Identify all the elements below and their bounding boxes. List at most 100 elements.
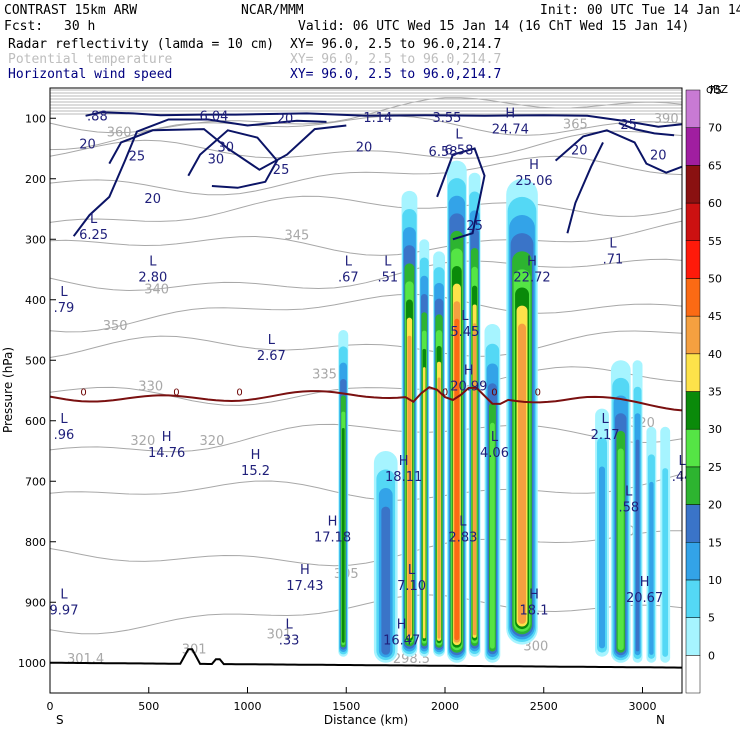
low-marker: L: [149, 255, 157, 270]
reflectivity-level: [473, 323, 477, 636]
wind-contour-line: [72, 118, 327, 237]
theta-contour-line: [49, 293, 683, 333]
extremum-marker: H18.1: [520, 587, 549, 618]
extremum-value: 18.11: [385, 470, 422, 485]
colorbar-swatch: [685, 315, 701, 355]
extremum-marker: L4.06: [480, 430, 509, 461]
theta-contour-line: [49, 366, 683, 406]
theta-contour-label: 345: [284, 228, 309, 243]
wind-contours: .88 6.04 20 1.14 3.55 20 25 30 25 30 20 6.58 20 25 20 2…: [72, 110, 683, 241]
reflectivity-column: [468, 172, 481, 657]
theta-contour-line: [49, 220, 683, 256]
low-marker: L: [408, 563, 416, 578]
colorbar-swatch: [685, 542, 701, 581]
freezing-level-label: 0: [535, 388, 541, 399]
wind-contour-label: 1.14: [363, 111, 392, 126]
wind-contour-line: [108, 124, 347, 171]
low-marker: L: [60, 412, 68, 427]
low-marker: L: [459, 515, 467, 530]
extremum-marker: L.96: [54, 412, 75, 443]
theta-contour-label: 301: [267, 628, 292, 643]
y-tick-label: 300: [25, 233, 46, 246]
theta-contour-label: 320: [130, 434, 155, 449]
extremum-value: 18.1: [520, 603, 549, 618]
wind-contour-label: 20: [571, 144, 588, 159]
reflectivity-column: [646, 426, 657, 663]
theta-contour-label: 330: [138, 380, 163, 395]
freezing-level-label: 0: [442, 388, 448, 399]
theta-contour-line: [49, 330, 683, 358]
extremum-value: 20.99: [450, 379, 487, 394]
extremum-value: .58: [618, 500, 639, 515]
reflectivity-column: [660, 426, 671, 663]
terrain-line: [50, 648, 682, 669]
y-tick-label: 700: [25, 475, 46, 488]
y-axis-label: Pressure (hPa): [1, 347, 15, 433]
y-tick-label: 100: [25, 112, 46, 125]
reflectivity-level: [518, 323, 527, 624]
theta-contours: 360 350 345 340 335 330 320 320 301.4 301 301 298.5…: [49, 89, 683, 667]
reflectivity-level: [635, 439, 640, 652]
theta-contour-label: 320: [200, 434, 225, 449]
extremum-value: 2.80: [138, 271, 167, 286]
extremum-marker: H14.76: [148, 430, 185, 461]
wind-contour-line: [85, 111, 683, 128]
x-axis-label: Distance (km): [324, 713, 408, 727]
extremum-marker: L6.58: [444, 128, 473, 159]
extremum-value: 6.58: [444, 144, 473, 159]
extremum-value: 24.74: [492, 122, 529, 137]
low-marker: L: [345, 255, 353, 270]
colorbar-swatch: [685, 165, 701, 204]
wind-contour-label: 6.58: [429, 145, 458, 160]
freezing-level: 0 0 0 0 0 0: [49, 386, 683, 412]
field2-xy: XY= 96.0, 2.5 to 96.0,214.7: [290, 52, 501, 67]
high-marker: H: [251, 448, 261, 463]
high-marker: H: [162, 430, 172, 445]
reflectivity-level: [381, 506, 391, 655]
wind-contour-label: 30: [208, 153, 225, 168]
y-tick-label: 200: [25, 173, 46, 186]
colorbar-swatch: [685, 391, 701, 430]
low-marker: L: [60, 285, 68, 300]
model-title: CONTRAST 15km ARW: [4, 3, 137, 18]
extremum-value: 2.67: [257, 349, 286, 364]
extremum-marker: H15.2: [241, 448, 270, 479]
reflectivity-column: [338, 330, 349, 657]
high-marker: H: [640, 575, 650, 590]
wind-contour-label: 20: [356, 141, 373, 156]
extremum-value: 6.25: [79, 228, 108, 243]
x-tick-label: 3000: [629, 700, 657, 713]
x-tick-label: 0: [47, 700, 54, 713]
field2-name: Potential temperature: [8, 52, 173, 67]
extremum-marker: H22.72: [513, 255, 550, 286]
wind-contour-line: [436, 147, 486, 241]
extremum-value: 17.43: [286, 579, 323, 594]
y-tick-label: 500: [25, 354, 46, 367]
colorbar-swatch: [685, 278, 701, 317]
y-axis: 100 200 300 400 500 600 700 800 900 1000: [18, 112, 56, 670]
reflectivity-column: [610, 360, 631, 663]
wind-contour-line: [566, 141, 604, 234]
theta-contour-label: 360: [107, 125, 132, 140]
colorbar-label: 25: [708, 461, 722, 474]
colorbar-label: 60: [708, 197, 722, 210]
reflectivity-column: [446, 160, 467, 663]
colorbar-swatch: [685, 240, 701, 279]
extremum-value: .51: [378, 271, 399, 286]
extremum-marker: H18.11: [385, 454, 422, 485]
extremum-value: .96: [54, 428, 75, 443]
colorbar-swatch: [685, 579, 701, 618]
high-marker: H: [464, 363, 474, 378]
reflectivity-level: [617, 448, 624, 651]
wind-contour-label: 25: [620, 118, 637, 133]
extremum-marker: L.79: [54, 285, 75, 316]
theta-contour-line: [49, 258, 683, 292]
high-marker: H: [399, 454, 409, 469]
extremum-marker: L2.17: [591, 412, 620, 443]
extremum-marker: L9.97: [50, 587, 79, 618]
valid-time: Valid: 06 UTC Wed 15 Jan 14 (16 ChT Wed …: [298, 19, 689, 34]
theta-contour-line: [49, 155, 683, 196]
extremum-marker: H20.67: [626, 575, 663, 606]
extremum-marker: H17.18: [314, 515, 351, 546]
field3-xy: XY= 96.0, 2.5 to 96.0,214.7: [290, 67, 501, 82]
